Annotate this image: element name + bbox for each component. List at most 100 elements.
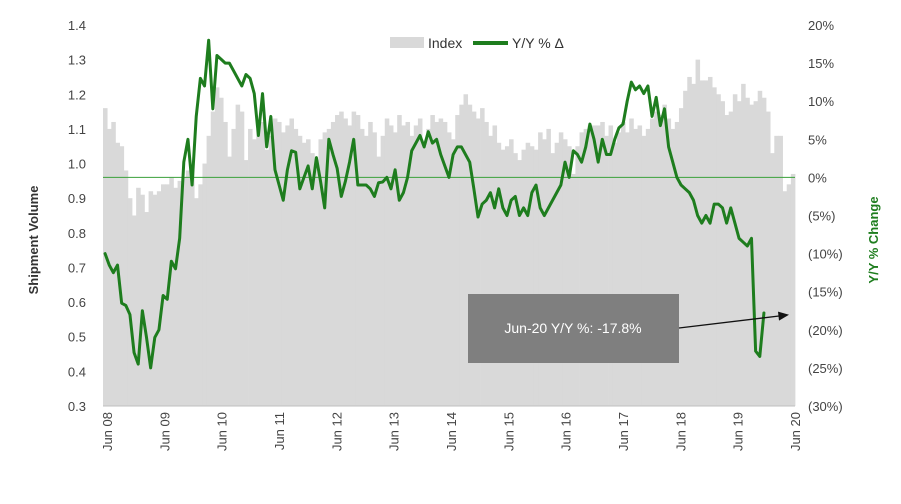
index-bar <box>480 108 485 406</box>
index-bar <box>753 101 759 406</box>
index-bar <box>649 118 655 407</box>
index-bar <box>227 156 232 406</box>
index-bar <box>214 87 220 406</box>
index-bar <box>558 132 564 406</box>
legend: Index Y/Y % Δ <box>390 35 564 51</box>
index-bar <box>185 170 191 406</box>
x-tick-label: Jun 20 <box>788 412 803 451</box>
index-bar <box>496 142 502 406</box>
index-bar <box>654 111 659 406</box>
index-bar <box>422 146 427 407</box>
index-bar <box>413 125 419 406</box>
index-bar <box>409 135 415 406</box>
index-bar <box>720 101 725 406</box>
index-bar <box>405 121 411 406</box>
index-bar <box>484 121 489 406</box>
legend-yoy-label: Y/Y % Δ <box>512 35 564 51</box>
index-bar <box>256 128 261 406</box>
x-tick-label: Jun 10 <box>215 412 230 451</box>
index-bar <box>504 146 510 407</box>
index-bar <box>314 160 319 406</box>
index-bar <box>699 80 705 407</box>
annotation-arrowhead <box>778 311 789 321</box>
y-right-tick-label: 10% <box>808 94 834 109</box>
index-bar <box>500 149 506 406</box>
x-tick-label: Jun 18 <box>673 412 688 451</box>
index-bar <box>384 118 390 407</box>
index-bar <box>111 121 116 406</box>
index-bar <box>264 149 270 406</box>
y-left-tick-label: 1.4 <box>68 18 86 33</box>
index-bar <box>778 135 783 406</box>
index-bar <box>571 173 576 406</box>
index-bar <box>542 139 547 407</box>
index-bar <box>732 94 738 407</box>
index-bar <box>310 153 315 406</box>
index-bar <box>790 173 796 406</box>
index-bar <box>194 198 199 406</box>
index-bar <box>467 104 473 406</box>
index-bar <box>662 104 667 406</box>
index-bar <box>306 139 311 407</box>
index-bar <box>620 121 626 406</box>
index-bar <box>190 167 195 406</box>
y-left-tick-label: 0.4 <box>68 364 86 379</box>
index-bar <box>301 142 307 406</box>
annotation: Jun-20 Y/Y %: -17.8% <box>468 294 789 363</box>
index-bar <box>219 97 224 407</box>
x-tick-label: Jun 16 <box>559 412 574 451</box>
index-bar <box>198 184 203 406</box>
y-right-axis-title: Y/Y % Change <box>866 196 881 283</box>
index-bar <box>678 108 684 406</box>
y-left-tick-label: 1.3 <box>68 53 86 68</box>
index-bar <box>463 94 469 407</box>
x-tick-label: Jun 17 <box>616 412 631 451</box>
index-bar <box>297 135 303 406</box>
index-bar <box>140 194 145 406</box>
index-bar <box>359 128 365 406</box>
index-bar <box>397 115 402 407</box>
index-bar <box>736 101 742 406</box>
index-bar <box>666 118 672 407</box>
index-bar <box>368 121 373 406</box>
index-bar <box>579 132 585 406</box>
index-bar <box>318 139 324 407</box>
index-bar <box>612 142 618 406</box>
index-bar <box>123 170 129 406</box>
y-left-tick-label: 1.1 <box>68 122 86 137</box>
index-bar <box>206 135 212 406</box>
index-bar <box>169 177 174 406</box>
index-bar <box>231 128 236 406</box>
index-bar <box>475 118 481 407</box>
index-bar <box>637 125 643 406</box>
index-bar <box>687 76 692 406</box>
y-right-tick-label: (30%) <box>808 399 843 414</box>
index-bar <box>426 128 431 406</box>
index-bar <box>529 146 535 407</box>
index-bar <box>587 125 593 406</box>
index-bar <box>181 177 187 406</box>
left-axis-ticks: 0.3 0.4 0.5 0.6 0.7 0.8 0.9 1.0 1.1 1.2 1.3 1.4 <box>68 18 86 414</box>
index-bar <box>434 121 440 406</box>
x-tick-label: Jun 12 <box>329 412 344 451</box>
index-bar <box>562 139 568 407</box>
index-bar <box>521 149 527 406</box>
index-bars <box>103 59 796 407</box>
index-bar <box>782 191 788 406</box>
x-tick-label: Jun 13 <box>387 412 402 451</box>
index-bar <box>517 160 522 406</box>
index-bar <box>583 128 589 406</box>
y-right-tick-label: 5% <box>808 132 827 147</box>
y-left-tick-label: 1.0 <box>68 157 86 172</box>
index-bar <box>745 97 750 407</box>
yoy-line-group <box>103 38 766 370</box>
index-bar <box>658 115 663 407</box>
index-bar <box>492 125 498 406</box>
index-bar <box>786 184 792 406</box>
index-bar <box>707 76 713 406</box>
index-bar <box>741 83 746 406</box>
legend-index-label: Index <box>428 35 462 51</box>
index-bar <box>442 121 448 406</box>
x-tick-label: Jun 11 <box>272 412 287 450</box>
